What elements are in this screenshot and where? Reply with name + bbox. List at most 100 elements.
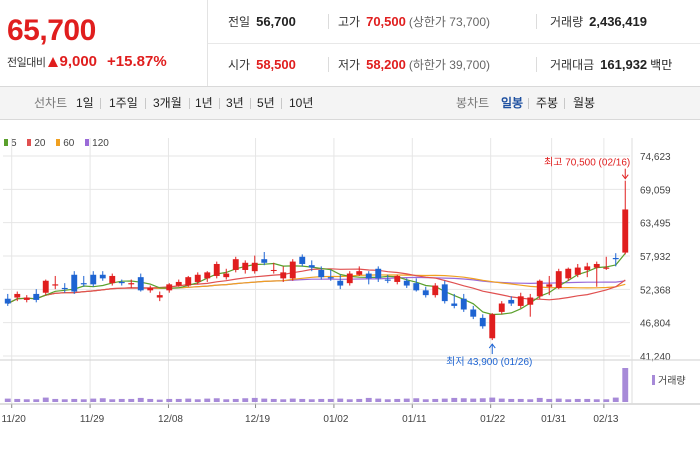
candle-body [603,267,610,269]
volume-bar [23,399,30,402]
volume-bar [156,399,163,402]
volume-bar [489,397,496,402]
candle-body [71,274,78,292]
candle-body [166,284,173,291]
change-label: 전일대비 [7,57,46,69]
y-tick-label: 74,623 [640,152,671,163]
volume-bar [612,397,619,402]
volume-bar [242,398,249,402]
candle-body [546,284,553,287]
high-marker-arrowhead [621,174,629,180]
legend-ma5: 5 [4,138,17,149]
candle-body [593,263,600,268]
legend-label: 60 [63,138,75,149]
candle-body [451,303,458,306]
volume-bar [251,397,258,402]
volume-bar [261,398,268,402]
x-tick-label: 12/08 [158,414,183,425]
candle-body [280,272,287,279]
tab-monthly-candle[interactable]: 월봉 [573,96,596,110]
candle-body [422,290,429,296]
low-label: 저가 [338,58,361,72]
volume-bar [147,398,154,402]
tab-1-day[interactable]: 1일 [76,96,94,110]
candle-body [42,280,49,293]
volume-bar [403,398,410,402]
candle-body [441,284,448,302]
volume-bar [327,398,334,402]
candle-body [612,257,619,260]
change-amount: 9,000 [59,53,98,70]
x-tick-label: 01/31 [541,414,566,425]
volume-bar [432,398,439,402]
legend-ma60: 60 [56,138,74,149]
legend-swatch [27,139,32,146]
day-high: 고가 70,500 (상한가 73,700) [338,0,490,43]
volume-bar [622,368,629,402]
volume-bar [346,399,353,402]
tab-3-months[interactable]: 3개월 [153,96,182,110]
volume-bar [42,397,49,402]
tab-weekly-candle[interactable]: 주봉 [536,96,559,110]
candle-body [137,277,144,291]
candle-body [403,280,410,286]
current-price: 65,700 [7,14,96,47]
candle-body [14,293,21,298]
volume-bar [603,399,610,402]
volume-bar [422,399,429,402]
low-value: 58,200 [366,57,406,72]
volume-bar [232,398,239,402]
candle-body [33,293,40,300]
candlestick-chart[interactable]: 74,623 69,059 63,495 57,932 52,368 46,804 41,2… [0,120,700,450]
legend-swatch [4,139,8,146]
candle-body [270,269,277,271]
candle-body [52,284,59,286]
divider [528,98,529,109]
tab-1-year[interactable]: 1년 [195,96,213,110]
candle-body [80,283,87,285]
candle-body [489,314,496,339]
divider [536,14,537,29]
candle-body [261,259,268,263]
amount-value: 161,932 [600,57,648,72]
y-tick-label: 69,059 [640,185,671,196]
volume-bar [498,398,505,402]
candle-body [223,273,230,278]
divider [281,98,282,109]
volume-bar [555,398,562,402]
legend-label: 5 [11,138,17,149]
candle-body [413,283,420,291]
divider [100,98,101,109]
trade-amount: 거래대금 161,932 백만 [550,43,672,86]
candle-body [109,275,116,284]
candle-body [327,277,334,279]
volume-bar [223,399,230,402]
candle-body [90,274,97,285]
divider [219,98,220,109]
volume-bar [308,399,315,402]
candle-body [251,262,258,272]
volume-bar [375,398,382,402]
volume-bar [546,398,553,402]
upper-limit: (상한가 73,700) [408,15,491,29]
tab-daily-candle[interactable]: 일봉 [501,96,524,110]
tab-1-week[interactable]: 1주일 [109,96,138,110]
volume-bar [52,398,59,402]
tab-5-years[interactable]: 5년 [257,96,275,110]
candle-body [204,272,211,279]
volume-bar [451,397,458,402]
candle-body [394,275,401,282]
x-tick-label: 11/20 [2,414,27,425]
volume-bar [574,398,581,402]
high-label: 고가 [338,15,361,29]
volume-bar [99,398,106,402]
volume-bar [384,399,391,402]
x-tick-label: 02/13 [593,414,618,425]
volume-value: 2,436,419 [589,14,647,29]
volume-bar [33,399,40,402]
tab-10-years[interactable]: 10년 [289,96,314,110]
tab-3-years[interactable]: 3년 [226,96,244,110]
candle-body [356,271,363,275]
chart-tab-bar: 선차트 1일 1주일 3개월 1년 3년 5년 10년 봉차트 일봉 주봉 월봉 [0,86,700,120]
volume-bar [337,398,344,402]
